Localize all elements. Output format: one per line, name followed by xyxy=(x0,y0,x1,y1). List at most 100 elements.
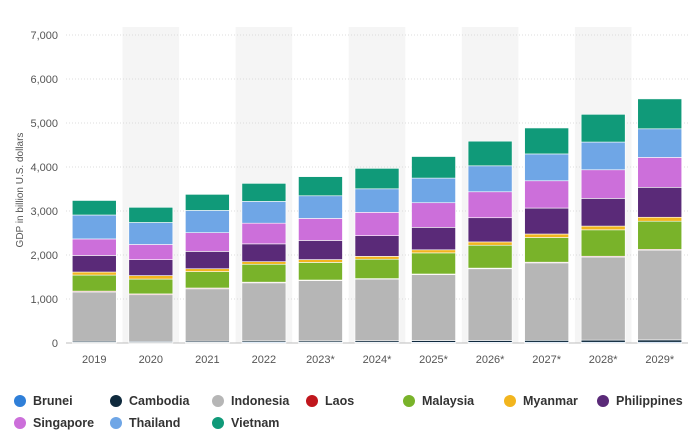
bar-segment-indonesia[interactable] xyxy=(580,256,626,341)
legend-label: Malaysia xyxy=(422,394,475,408)
bar-segment-philippines[interactable] xyxy=(637,187,683,218)
bar-segment-singapore[interactable] xyxy=(524,180,569,209)
bar-segment-thailand[interactable] xyxy=(637,128,683,158)
bar-segment-singapore[interactable] xyxy=(185,232,230,252)
legend-item-cambodia[interactable]: Cambodia xyxy=(110,392,189,410)
bar-segment-indonesia[interactable] xyxy=(411,274,456,341)
bar-segment-thailand[interactable] xyxy=(241,201,287,224)
bar-segment-thailand[interactable] xyxy=(580,141,626,171)
bar-segment-myanmar[interactable] xyxy=(467,241,513,246)
x-tick-label: 2022 xyxy=(252,354,276,366)
legend-swatch xyxy=(110,395,122,407)
bar-segment-vietnam[interactable] xyxy=(354,168,400,190)
bar-segment-malaysia[interactable] xyxy=(298,262,343,281)
bar-segment-vietnam[interactable] xyxy=(128,207,174,223)
bar-segment-cambodia[interactable] xyxy=(637,339,683,343)
legend-item-malaysia[interactable]: Malaysia xyxy=(403,392,474,410)
bar-segment-singapore[interactable] xyxy=(467,191,513,219)
bar-segment-malaysia[interactable] xyxy=(71,274,117,292)
legend-item-thailand[interactable]: Thailand xyxy=(110,414,180,432)
bar-segment-singapore[interactable] xyxy=(71,238,117,256)
bar-segment-myanmar[interactable] xyxy=(411,249,456,254)
bar-segment-indonesia[interactable] xyxy=(71,291,117,342)
bar-segment-philippines[interactable] xyxy=(354,235,400,257)
bar-segment-myanmar[interactable] xyxy=(580,225,626,231)
bar-segment-indonesia[interactable] xyxy=(354,278,400,342)
bar-segment-myanmar[interactable] xyxy=(524,233,569,238)
bar-segment-thailand[interactable] xyxy=(128,222,174,245)
bar-segment-myanmar[interactable] xyxy=(71,271,117,276)
bar-segment-indonesia[interactable] xyxy=(128,294,174,342)
bar-segment-philippines[interactable] xyxy=(580,198,626,227)
bar-segment-vietnam[interactable] xyxy=(637,98,683,130)
bar-segment-malaysia[interactable] xyxy=(580,229,626,257)
bar-segment-thailand[interactable] xyxy=(71,214,117,240)
legend-item-philippines[interactable]: Philippines xyxy=(597,392,683,410)
bar-segment-malaysia[interactable] xyxy=(241,263,287,283)
bar-segment-myanmar[interactable] xyxy=(637,216,683,222)
bar-segment-cambodia[interactable] xyxy=(580,339,626,343)
bar-segment-philippines[interactable] xyxy=(241,243,287,262)
bar-segment-vietnam[interactable] xyxy=(411,156,456,179)
legend-item-myanmar[interactable]: Myanmar xyxy=(504,392,578,410)
bar-segment-thailand[interactable] xyxy=(298,195,343,219)
y-tick-label: 5,000 xyxy=(30,118,58,130)
x-axis-ticks: 2019 2020 2021 2022 2023* 2024* 2025* 2026* 2027… xyxy=(82,354,675,366)
bar-segment-myanmar[interactable] xyxy=(128,275,174,280)
bar-segment-indonesia[interactable] xyxy=(637,249,683,341)
bar-segment-malaysia[interactable] xyxy=(467,244,513,269)
bar-segment-philippines[interactable] xyxy=(185,251,230,270)
bar-stack xyxy=(467,140,513,344)
bar-segment-thailand[interactable] xyxy=(354,188,400,213)
bar-segment-singapore[interactable] xyxy=(354,212,400,236)
legend-item-singapore[interactable]: Singapore xyxy=(14,414,94,432)
bar-segment-singapore[interactable] xyxy=(411,202,456,228)
bar-segment-indonesia[interactable] xyxy=(467,268,513,341)
legend-item-vietnam[interactable]: Vietnam xyxy=(212,414,279,432)
bar-segment-thailand[interactable] xyxy=(524,153,569,182)
bar-segment-philippines[interactable] xyxy=(128,259,174,276)
bar-segment-indonesia[interactable] xyxy=(185,288,230,342)
bar-segment-malaysia[interactable] xyxy=(185,271,230,289)
bar-segment-thailand[interactable] xyxy=(467,165,513,193)
bar-segment-singapore[interactable] xyxy=(637,157,683,188)
bar-segment-malaysia[interactable] xyxy=(637,220,683,250)
bar-stack xyxy=(637,98,683,344)
bar-segment-malaysia[interactable] xyxy=(411,252,456,275)
bar-segment-indonesia[interactable] xyxy=(241,282,287,342)
bar-segment-myanmar[interactable] xyxy=(241,261,287,265)
bar-segment-myanmar[interactable] xyxy=(354,256,400,260)
bar-segment-vietnam[interactable] xyxy=(71,200,117,216)
bar-segment-vietnam[interactable] xyxy=(580,114,626,143)
bar-segment-myanmar[interactable] xyxy=(298,259,343,263)
x-tick-label: 2028* xyxy=(589,354,618,366)
bar-segment-vietnam[interactable] xyxy=(524,127,569,155)
bar-stack xyxy=(241,183,287,344)
legend-item-brunei[interactable]: Brunei xyxy=(14,392,73,410)
bar-segment-indonesia[interactable] xyxy=(524,262,569,341)
bar-segment-singapore[interactable] xyxy=(580,169,626,199)
bar-segment-vietnam[interactable] xyxy=(298,176,343,197)
bar-segment-indonesia[interactable] xyxy=(298,280,343,342)
bar-segment-vietnam[interactable] xyxy=(185,194,230,211)
bar-segment-myanmar[interactable] xyxy=(185,268,230,272)
bar-stack xyxy=(411,156,456,344)
bar-segment-malaysia[interactable] xyxy=(524,237,569,263)
bar-segment-vietnam[interactable] xyxy=(241,183,287,202)
bar-segment-philippines[interactable] xyxy=(71,255,117,273)
legend-item-laos[interactable]: Laos xyxy=(306,392,354,410)
legend-swatch xyxy=(212,395,224,407)
bar-segment-singapore[interactable] xyxy=(298,218,343,241)
bar-segment-philippines[interactable] xyxy=(298,240,343,260)
legend-item-indonesia[interactable]: Indonesia xyxy=(212,392,289,410)
bar-segment-vietnam[interactable] xyxy=(467,140,513,167)
bar-segment-thailand[interactable] xyxy=(411,177,456,204)
bar-segment-singapore[interactable] xyxy=(128,244,174,260)
bar-segment-philippines[interactable] xyxy=(467,217,513,243)
bar-segment-singapore[interactable] xyxy=(241,222,287,245)
bar-segment-philippines[interactable] xyxy=(524,207,569,235)
bar-segment-philippines[interactable] xyxy=(411,227,456,251)
bar-segment-malaysia[interactable] xyxy=(354,258,400,279)
bar-segment-malaysia[interactable] xyxy=(128,278,174,295)
bar-segment-thailand[interactable] xyxy=(185,210,230,233)
